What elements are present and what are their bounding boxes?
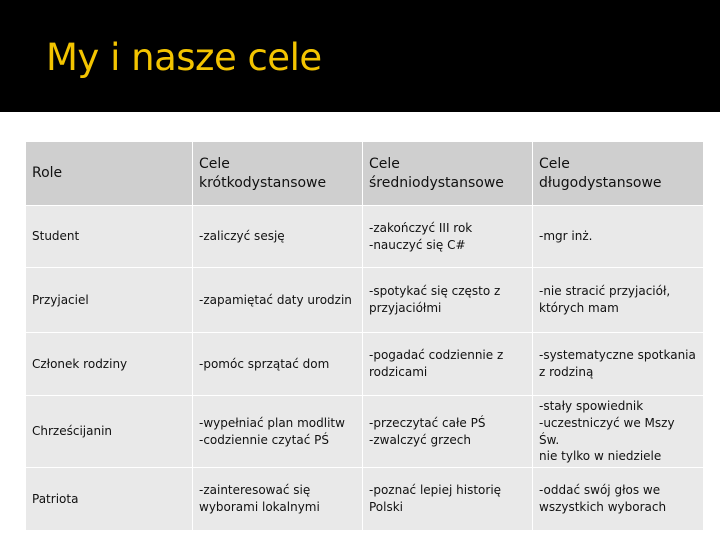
table-row: Przyjaciel -zapamiętać daty urodzin -spo… [25, 267, 704, 333]
long-term-goal-cell: -oddać swój głos we wszystkich wyborach [532, 467, 704, 532]
mid-term-goal-cell: -pogadać codziennie z rodzicami [362, 332, 533, 396]
header-short-term-goals: Cele krótkodystansowe [192, 141, 363, 206]
role-cell: Student [25, 205, 193, 268]
short-term-goal-cell: -zaliczyć sesję [192, 205, 363, 268]
long-term-goal-cell: -stały spowiednik -uczestniczyć we Mszy … [532, 394, 704, 469]
header-role: Role [25, 141, 193, 206]
header-mid-term-goals: Cele średniodystansowe [362, 141, 533, 206]
table-header-row: Role Cele krótkodystansowe Cele średniod… [25, 141, 704, 206]
short-term-goal-cell: -wypełniać plan modlitw -codziennie czyt… [192, 394, 363, 469]
table-row: Członek rodziny -pomóc sprzątać dom -pog… [25, 332, 704, 396]
mid-term-goal-cell: -zakończyć III rok -nauczyć się C# [362, 205, 533, 268]
table-row: Patriota -zainteresować się wyborami lok… [25, 467, 704, 532]
mid-term-goal-cell: -przeczytać całe PŚ -zwalczyć grzech [362, 394, 533, 469]
long-term-goal-cell: -systematyczne spotkania z rodziną [532, 332, 704, 396]
slide-title: My i nasze cele [46, 36, 322, 79]
mid-term-goal-cell: -spotykać się często z przyjaciółmi [362, 267, 533, 333]
mid-term-goal-cell: -poznać lepiej historię Polski [362, 467, 533, 532]
long-term-goal-cell: -mgr inż. [532, 205, 704, 268]
short-term-goal-cell: -pomóc sprzątać dom [192, 332, 363, 396]
role-cell: Członek rodziny [25, 332, 193, 396]
short-term-goal-cell: -zainteresować się wyborami lokalnymi [192, 467, 363, 532]
role-cell: Chrześcijanin [25, 394, 193, 469]
table-row: Chrześcijanin -wypełniać plan modlitw -c… [25, 394, 704, 469]
table-row: Student -zaliczyć sesję -zakończyć III r… [25, 205, 704, 268]
long-term-goal-cell: -nie stracić przyjaciół, których mam [532, 267, 704, 333]
goals-table: Role Cele krótkodystansowe Cele średniod… [25, 141, 704, 532]
role-cell: Przyjaciel [25, 267, 193, 333]
role-cell: Patriota [25, 467, 193, 532]
short-term-goal-cell: -zapamiętać daty urodzin [192, 267, 363, 333]
header-long-term-goals: Cele długodystansowe [532, 141, 704, 206]
